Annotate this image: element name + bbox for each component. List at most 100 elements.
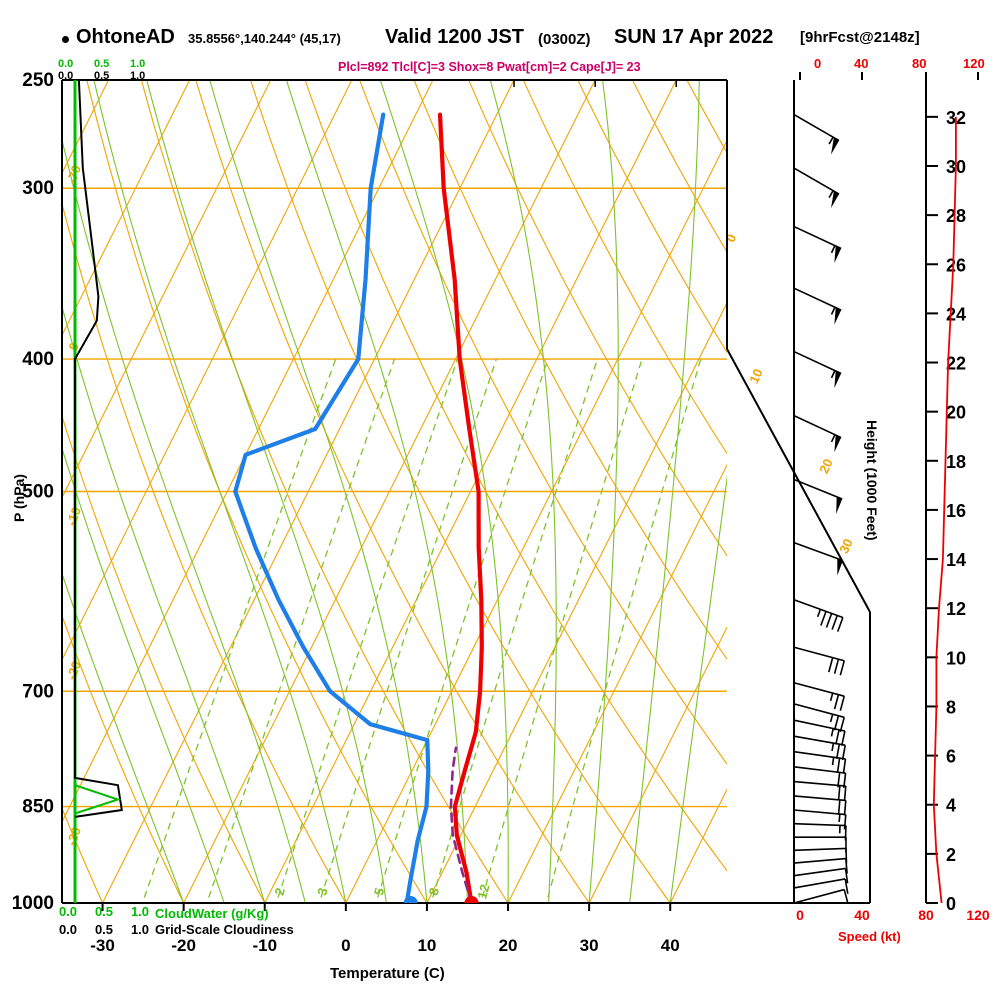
wind-barb-19 — [793, 822, 847, 841]
speed-top-tick-120: 120 — [963, 56, 985, 71]
station-dot-icon — [62, 36, 69, 43]
height-tick-6: 6 — [946, 747, 956, 767]
wind-barb-17 — [793, 795, 847, 816]
wind-barb-0 — [793, 113, 840, 155]
height-tick-20: 20 — [946, 403, 966, 423]
moist-adiabat-20 — [379, 80, 509, 903]
moist-adiabat--15 — [62, 446, 225, 903]
speed-right-bottom-tick-120: 120 — [966, 907, 990, 923]
speed-top-scale: 0 40 80 120 — [795, 56, 1000, 72]
temp-tick-10: 10 — [417, 936, 436, 955]
dry-adiabat-70 — [413, 80, 727, 661]
dry-adiabat-40 — [249, 80, 671, 903]
wind-barb-7 — [793, 541, 844, 576]
wind-barb-2 — [793, 225, 842, 264]
height-tick-26: 26 — [946, 255, 966, 275]
temp-tick--20: -20 — [171, 936, 196, 955]
cloudwater-axis-title: CloudWater (g/Kg) — [155, 906, 269, 921]
plot-frame — [61, 79, 927, 904]
sounding-curves — [233, 112, 484, 903]
height-tick-24: 24 — [946, 304, 966, 324]
moist-adiabat-30 — [588, 80, 619, 903]
height-tick-2: 2 — [946, 845, 956, 865]
height-profile-curve — [932, 116, 957, 903]
mixing-ratio-5 — [375, 358, 549, 903]
height-tick-12: 12 — [946, 599, 966, 619]
wind-barb-5 — [793, 414, 842, 453]
pressure-tick-400: 400 — [22, 349, 54, 370]
mixing-ratio-12 — [480, 358, 643, 903]
moist-adiabat-35 — [629, 80, 700, 903]
dry-adiabat-140 — [782, 56, 1000, 903]
cloudiness-bottom-tick-0.5: 0.5 — [95, 922, 113, 937]
moist-adiabat--5 — [62, 137, 306, 903]
speed-top-tick-40: 40 — [854, 56, 869, 71]
dry-adiabat--10 — [62, 414, 266, 903]
speed-bottom-tick-40: 40 — [854, 907, 870, 923]
speed-bottom-tick-0: 0 — [796, 907, 804, 923]
pressure-tick-300: 300 — [22, 178, 54, 199]
cloudwater-bottom-tick-0.0: 0.0 — [59, 904, 77, 919]
height-tick-22: 22 — [946, 354, 966, 374]
dry-adiabat-80 — [468, 80, 727, 557]
cloudiness-bottom-tick-1.0: 1.0 — [131, 922, 149, 937]
height-speed-profile — [932, 116, 957, 903]
isotherm--70 — [62, 80, 191, 337]
adiabat-label-right-30: 30 — [836, 536, 856, 555]
speed-top-tick-0: 0 — [814, 56, 822, 71]
wind-barb-1 — [793, 167, 840, 208]
valid-time: Valid 1200 JST — [385, 26, 524, 48]
adiabat-label-right-0: 0 — [723, 232, 740, 245]
height-tick-16: 16 — [946, 501, 966, 521]
height-tick-4: 4 — [946, 796, 956, 816]
forecast-tag: [9hrFcst@2148z] — [800, 29, 920, 46]
adiabat-label-right-10: 10 — [746, 366, 766, 385]
dry-adiabat-100 — [577, 80, 727, 354]
moist-adiabat-25 — [489, 80, 557, 903]
mixing-ratio-8 — [430, 358, 599, 903]
moist-adiabat-5 — [146, 80, 387, 903]
pressure-tick-700: 700 — [22, 681, 54, 702]
wind-barb-16 — [793, 780, 847, 802]
wind-barb-22 — [793, 857, 848, 874]
temp-tick-0: 0 — [341, 936, 350, 955]
moist-adiabat-0 — [93, 80, 347, 903]
wind-barb-4 — [793, 350, 842, 389]
cloudwater-top-scale: 0.0 0.5 1.0 — [58, 58, 168, 71]
isotherm-60 — [832, 80, 1000, 903]
mixing-ratio-label-8: 8 — [426, 886, 442, 897]
moist-adiabat-10 — [209, 80, 428, 903]
dry-adiabat--20 — [62, 614, 185, 903]
height-tick-18: 18 — [946, 452, 966, 472]
wind-barb-23 — [793, 867, 849, 884]
temp-tick--10: -10 — [252, 936, 277, 955]
moist-adiabat-40 — [669, 474, 727, 903]
wind-barb-11 — [793, 703, 846, 732]
wind-barb-8 — [793, 598, 844, 632]
surface-temperature-dot — [464, 896, 479, 903]
speed-right-bottom-tick-80: 80 — [918, 907, 934, 923]
cloudwater-bottom-tick-0.5: 0.5 — [95, 904, 113, 919]
speed-top-tick-80: 80 — [912, 56, 927, 71]
pressure-tick-500: 500 — [22, 482, 54, 503]
wind-barb-3 — [793, 287, 842, 325]
pressure-tick-850: 850 — [22, 797, 54, 818]
dewpoint-curve — [233, 112, 431, 903]
temperature-curve — [437, 112, 484, 903]
height-tick-0: 0 — [946, 894, 956, 914]
mixing-ratio-label-5: 5 — [371, 886, 387, 897]
wind-barb-9 — [793, 646, 846, 676]
mixing-ratio-label-3: 3 — [314, 886, 330, 897]
mixing-ratio-20 — [545, 358, 702, 903]
wind-barb-12 — [793, 719, 846, 746]
adiabat-label-right-20: 20 — [816, 456, 836, 475]
cloudwater-top-tick-2: 1.0 — [130, 58, 146, 70]
pressure-axis-title: P (hPa) — [11, 474, 27, 522]
dry-adiabat-60 — [359, 80, 727, 766]
mixing-ratio-1 — [206, 358, 396, 903]
pressure-tick-250: 250 — [22, 70, 54, 91]
sounding-parameters: Plcl=892 Tlcl[C]=3 Shox=8 Pwat[cm]=2 Cap… — [338, 60, 641, 74]
dry-adiabat-150 — [836, 56, 1000, 903]
valid-date: SUN 17 Apr 2022 — [614, 26, 774, 48]
station-coords: 35.8556°,140.244° (45,17) — [188, 31, 341, 46]
